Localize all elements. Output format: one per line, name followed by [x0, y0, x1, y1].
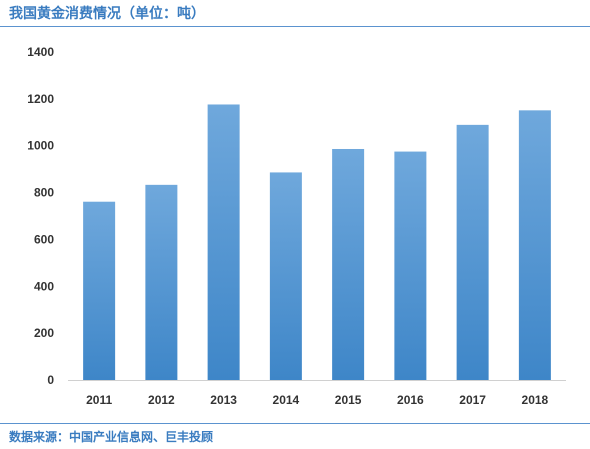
- bar-2014: [269, 172, 302, 380]
- x-axis-labels: 2011 2012 2013 2014 2015 2016 2017 2018: [86, 393, 548, 407]
- x-tick-label: 2015: [335, 393, 362, 407]
- y-tick-label: 1000: [27, 139, 54, 153]
- y-tick-label: 800: [34, 186, 54, 200]
- x-tick-label: 2013: [210, 393, 237, 407]
- x-tick-label: 2011: [86, 393, 112, 407]
- bars: [83, 104, 551, 380]
- bar-2015: [332, 148, 365, 380]
- bar-2016: [394, 151, 427, 380]
- bar-2018: [518, 110, 551, 380]
- y-tick-label: 0: [47, 373, 54, 387]
- x-tick-label: 2017: [459, 393, 486, 407]
- bar-2013: [207, 104, 240, 380]
- y-tick-label: 400: [34, 279, 54, 293]
- y-axis-labels: 0 200 400 600 800 1000 1200 1400: [27, 45, 54, 387]
- bar-2017: [456, 124, 489, 380]
- title-divider: [0, 26, 590, 27]
- x-tick-label: 2014: [273, 393, 300, 407]
- y-tick-label: 1200: [27, 92, 54, 106]
- bar-2011: [83, 201, 116, 380]
- chart-title: 我国黄金消费情况（单位：吨）: [9, 6, 205, 22]
- x-tick-label: 2012: [148, 393, 175, 407]
- bar-2012: [145, 184, 178, 380]
- x-tick-label: 2018: [522, 393, 549, 407]
- source-note: 数据来源：中国产业信息网、巨丰投顾: [9, 430, 214, 444]
- source-divider: [0, 423, 590, 424]
- y-tick-label: 1400: [27, 45, 54, 59]
- y-tick-label: 200: [34, 326, 54, 340]
- x-tick-label: 2016: [397, 393, 424, 407]
- y-tick-label: 600: [34, 232, 54, 246]
